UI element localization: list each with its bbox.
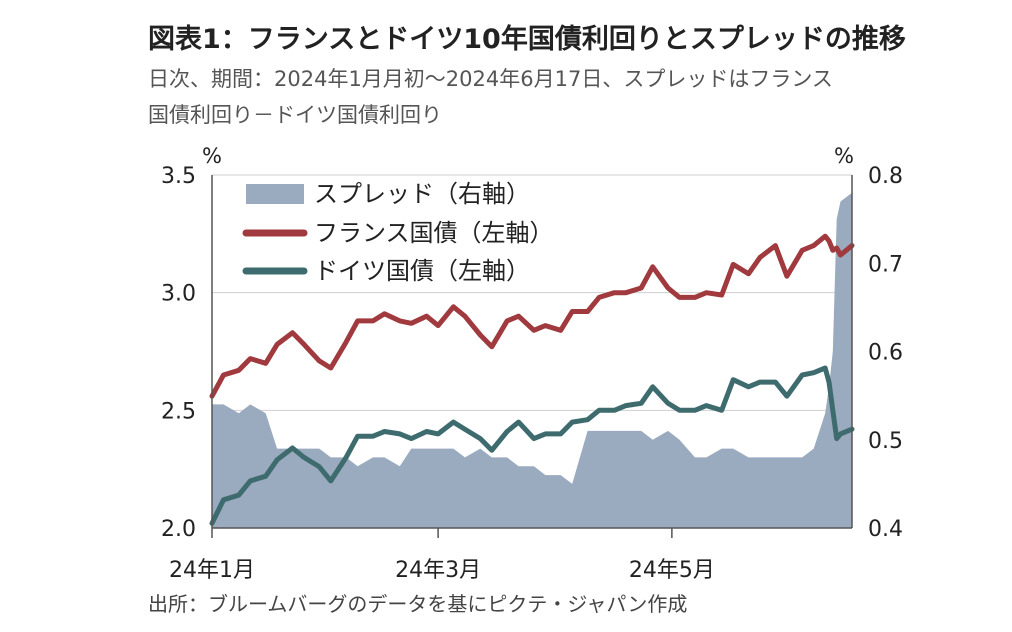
right-tick-label-4: 0.8 (868, 164, 903, 189)
x-tick-label-1: 24年3月 (395, 558, 481, 583)
x-axis-ticks: 24年1月 24年3月 24年5月 (169, 528, 715, 583)
chart-title: 図表1：フランスとドイツ10年国債利回りとスプレッドの推移 (148, 23, 906, 55)
chart-subtitle-line-2: 国債利回り－ドイツ国債利回り (148, 103, 442, 127)
right-tick-label-3: 0.7 (868, 252, 903, 277)
gridlines (212, 174, 852, 411)
spread-area (212, 192, 852, 528)
legend-label-spread: スプレッド（右軸） (314, 180, 530, 208)
source-note: 出所：ブルームバーグのデータを基にピクテ・ジャパン作成 (148, 592, 687, 616)
x-tick-label-0: 24年1月 (169, 558, 255, 583)
legend-label-germany: ドイツ国債（左軸） (314, 257, 530, 285)
legend-swatch-spread (246, 184, 304, 204)
left-tick-label-0: 2.0 (161, 517, 196, 542)
germany-yield-line (209, 365, 855, 526)
legend-label-france: フランス国債（左軸） (314, 219, 554, 247)
left-tick-label-2: 3.0 (161, 282, 196, 307)
chart-subtitle-line-1: 日次、期間：2024年1月月初～2024年6月17日、スプレッドはフランス (148, 67, 833, 91)
legend: スプレッド（右軸） フランス国債（左軸） ドイツ国債（左軸） (242, 180, 554, 285)
right-axis-ticks: 0.4 0.5 0.6 0.7 0.8 (868, 164, 903, 542)
left-tick-label-1: 2.5 (161, 399, 196, 424)
right-tick-label-2: 0.6 (868, 341, 903, 366)
right-axis-unit: % (834, 144, 854, 168)
x-tick-label-2: 24年5月 (629, 558, 715, 583)
right-tick-label-0: 0.4 (868, 517, 903, 542)
axes (211, 175, 853, 529)
plot-area (209, 192, 855, 528)
left-axis-ticks: 2.0 2.5 3.0 3.5 (161, 164, 196, 542)
france-yield-line (209, 233, 855, 399)
right-tick-label-1: 0.5 (868, 429, 903, 454)
left-axis-unit: % (202, 144, 222, 168)
left-tick-label-3: 3.5 (161, 164, 196, 189)
